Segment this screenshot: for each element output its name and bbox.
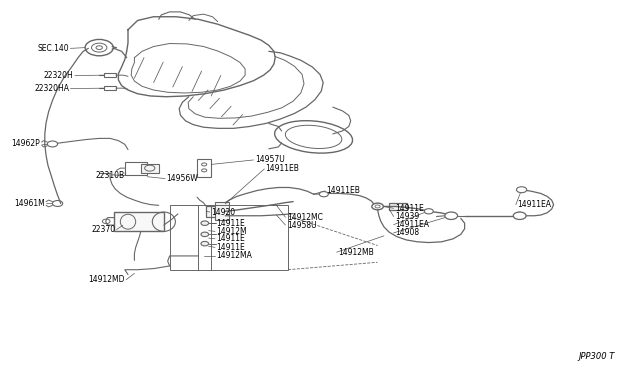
Bar: [114, 212, 164, 231]
Circle shape: [319, 192, 328, 197]
Text: 14956W: 14956W: [166, 174, 198, 183]
Text: 14911E: 14911E: [216, 243, 245, 252]
Text: 14939: 14939: [395, 212, 419, 221]
Circle shape: [445, 212, 458, 219]
Text: 22320H: 22320H: [44, 71, 74, 80]
Bar: [104, 73, 116, 77]
Bar: [125, 162, 147, 175]
Text: 14957U: 14957U: [255, 155, 284, 164]
Text: 14911E: 14911E: [216, 234, 245, 243]
Text: 14911EA: 14911EA: [517, 200, 551, 209]
Circle shape: [516, 187, 527, 193]
Bar: [389, 203, 407, 210]
Text: JPP300 T: JPP300 T: [578, 352, 614, 361]
Bar: [215, 202, 229, 220]
Circle shape: [201, 241, 209, 246]
Circle shape: [372, 203, 383, 210]
Text: 14912MC: 14912MC: [287, 213, 323, 222]
Text: 14912MB: 14912MB: [338, 248, 374, 257]
Text: 14911EB: 14911EB: [266, 164, 300, 173]
Text: 14911EB: 14911EB: [326, 186, 360, 195]
Text: 22310B: 22310B: [95, 171, 125, 180]
Text: 14911EA: 14911EA: [395, 220, 429, 229]
Bar: [170, 205, 288, 270]
Circle shape: [201, 232, 209, 237]
Text: 14961M: 14961M: [14, 199, 45, 208]
Text: 14912M: 14912M: [216, 227, 247, 236]
Circle shape: [424, 209, 433, 214]
Text: 14911E: 14911E: [395, 204, 424, 213]
Text: 14911E: 14911E: [216, 219, 245, 228]
Circle shape: [201, 221, 209, 225]
Text: 14958U: 14958U: [287, 221, 316, 230]
Text: 14908: 14908: [395, 228, 419, 237]
Text: 22320HA: 22320HA: [34, 84, 69, 93]
Text: 14962P: 14962P: [12, 140, 40, 148]
Text: 22370: 22370: [91, 225, 115, 234]
Text: 14912MA: 14912MA: [216, 251, 252, 260]
Bar: [197, 159, 211, 177]
Bar: [206, 206, 225, 217]
Circle shape: [513, 212, 526, 219]
Text: 14912MD: 14912MD: [88, 275, 125, 284]
Bar: [141, 164, 159, 173]
Text: SEC.140: SEC.140: [38, 44, 69, 53]
Text: 14920: 14920: [211, 208, 236, 217]
Bar: [104, 86, 116, 90]
